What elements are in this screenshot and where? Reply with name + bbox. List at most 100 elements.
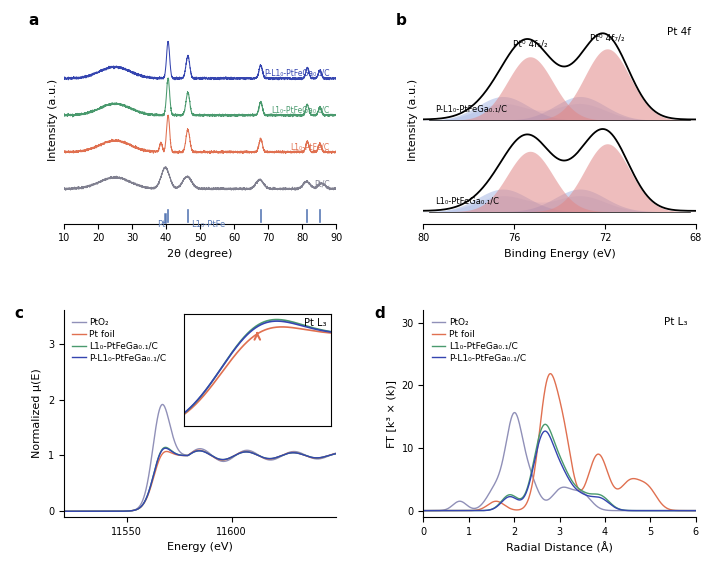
PtO₂ <box>158 401 167 408</box>
Pt foil <box>419 507 427 514</box>
L1₀-PtFeGa₀.₁/C <box>543 422 552 429</box>
P-L1₀-PtFeGa₀.₁/C <box>601 497 610 504</box>
Legend: PtO₂, Pt foil, L1₀-PtFeGa₀.₁/C, P-L1₀-PtFeGa₀.₁/C: PtO₂, Pt foil, L1₀-PtFeGa₀.₁/C, P-L1₀-Pt… <box>68 315 170 366</box>
Pt foil <box>195 447 203 454</box>
Text: Pt⁰ 4f₇/₂: Pt⁰ 4f₇/₂ <box>590 34 625 43</box>
Line: P-L1₀-PtFeGa₀.₁/C: P-L1₀-PtFeGa₀.₁/C <box>64 448 337 511</box>
P-L1₀-PtFeGa₀.₁/C <box>419 507 427 514</box>
PtO₂ <box>203 448 212 455</box>
PtO₂ <box>692 507 700 514</box>
L1₀-PtFeGa₀.₁/C <box>601 495 610 502</box>
Line: P-L1₀-PtFeGa₀.₁/C: P-L1₀-PtFeGa₀.₁/C <box>423 431 696 511</box>
Pt foil <box>106 508 114 515</box>
P-L1₀-PtFeGa₀.₁/C <box>209 453 217 460</box>
Pt foil <box>625 477 633 483</box>
L1₀-PtFeGa₀.₁/C <box>419 507 427 514</box>
Line: Pt foil: Pt foil <box>423 374 696 511</box>
PtO₂ <box>332 450 341 457</box>
L1₀-PtFeGa₀.₁/C <box>96 508 104 515</box>
P-L1₀-PtFeGa₀.₁/C <box>543 429 552 436</box>
Text: c: c <box>15 306 24 321</box>
Pt foil <box>332 450 341 457</box>
X-axis label: Binding Energy (eV): Binding Energy (eV) <box>503 249 616 259</box>
Text: Pt: Pt <box>157 220 165 229</box>
PtO₂ <box>625 507 633 514</box>
PtO₂ <box>106 508 114 515</box>
Text: P-L1₀-PtFeGa₀.₁/C: P-L1₀-PtFeGa₀.₁/C <box>264 69 329 78</box>
L1₀-PtFeGa₀.₁/C <box>178 452 187 459</box>
PtO₂ <box>96 508 104 515</box>
Text: Pt/C: Pt/C <box>314 179 329 189</box>
L1₀-PtFeGa₀.₁/C <box>209 453 217 460</box>
L1₀-PtFeGa₀.₁/C <box>332 450 341 457</box>
Y-axis label: Intensity (a.u.): Intensity (a.u.) <box>408 80 418 161</box>
L1₀-PtFeGa₀.₁/C <box>625 507 633 514</box>
Pt foil <box>542 378 551 385</box>
Text: a: a <box>28 13 39 28</box>
Text: Pt⁰ 4f₅/₂: Pt⁰ 4f₅/₂ <box>513 40 547 49</box>
Text: L1₀-PtFeGa₀.₁/C: L1₀-PtFeGa₀.₁/C <box>271 106 329 115</box>
Line: L1₀-PtFeGa₀.₁/C: L1₀-PtFeGa₀.₁/C <box>64 448 337 511</box>
P-L1₀-PtFeGa₀.₁/C <box>467 507 476 514</box>
Line: PtO₂: PtO₂ <box>64 404 337 511</box>
X-axis label: Radial Distance (Å): Radial Distance (Å) <box>506 542 613 554</box>
Pt foil <box>467 507 476 514</box>
L1₀-PtFeGa₀.₁/C <box>203 450 212 457</box>
Y-axis label: FT [k³ × (k)]: FT [k³ × (k)] <box>386 379 395 448</box>
PtO₂ <box>209 453 217 460</box>
L1₀-PtFeGa₀.₁/C <box>60 508 68 515</box>
L1₀-PtFeGa₀.₁/C <box>541 421 550 428</box>
Text: Pt 4f: Pt 4f <box>667 27 692 37</box>
Pt foil <box>601 463 610 470</box>
Text: L1₀-PtFe/C: L1₀-PtFe/C <box>290 143 329 152</box>
Pt foil <box>151 467 160 474</box>
Text: Pt L₃: Pt L₃ <box>664 316 687 327</box>
Text: L1₀-PtFeGa₀.₁/C: L1₀-PtFeGa₀.₁/C <box>435 197 499 205</box>
PtO₂ <box>580 490 589 497</box>
P-L1₀-PtFeGa₀.₁/C <box>541 428 550 435</box>
L1₀-PtFeGa₀.₁/C <box>106 508 114 515</box>
Pt foil <box>203 450 212 457</box>
Pt foil <box>178 452 186 459</box>
PtO₂ <box>151 425 160 432</box>
PtO₂ <box>467 504 476 511</box>
L1₀-PtFeGa₀.₁/C <box>467 507 476 514</box>
L1₀-PtFeGa₀.₁/C <box>151 463 160 470</box>
P-L1₀-PtFeGa₀.₁/C <box>60 508 68 515</box>
Pt foil <box>546 370 555 377</box>
P-L1₀-PtFeGa₀.₁/C <box>625 507 633 514</box>
L1₀-PtFeGa₀.₁/C <box>161 444 170 451</box>
Line: PtO₂: PtO₂ <box>423 412 696 511</box>
Text: b: b <box>396 13 407 28</box>
Pt foil <box>580 483 589 490</box>
Pt foil <box>209 453 217 460</box>
X-axis label: 2θ (degree): 2θ (degree) <box>168 249 233 259</box>
P-L1₀-PtFeGa₀.₁/C <box>151 463 160 470</box>
Text: L1₀-PtFe: L1₀-PtFe <box>192 220 226 229</box>
PtO₂ <box>60 508 68 515</box>
Pt foil <box>96 508 104 515</box>
Text: d: d <box>374 306 385 321</box>
X-axis label: Energy (eV): Energy (eV) <box>167 542 233 552</box>
P-L1₀-PtFeGa₀.₁/C <box>692 507 700 514</box>
PtO₂ <box>178 450 187 457</box>
Pt foil <box>60 508 68 515</box>
P-L1₀-PtFeGa₀.₁/C <box>489 506 498 512</box>
P-L1₀-PtFeGa₀.₁/C <box>161 445 170 452</box>
P-L1₀-PtFeGa₀.₁/C <box>106 508 114 515</box>
P-L1₀-PtFeGa₀.₁/C <box>332 450 341 457</box>
P-L1₀-PtFeGa₀.₁/C <box>96 508 104 515</box>
PtO₂ <box>510 409 518 416</box>
Line: Pt foil: Pt foil <box>64 450 337 511</box>
Legend: PtO₂, Pt foil, L1₀-PtFeGa₀.₁/C, P-L1₀-PtFeGa₀.₁/C: PtO₂, Pt foil, L1₀-PtFeGa₀.₁/C, P-L1₀-Pt… <box>428 315 530 366</box>
P-L1₀-PtFeGa₀.₁/C <box>203 450 212 457</box>
Pt foil <box>489 498 498 505</box>
Text: P-L1₀-PtFeGa₀.₁/C: P-L1₀-PtFeGa₀.₁/C <box>435 105 507 114</box>
P-L1₀-PtFeGa₀.₁/C <box>178 452 187 459</box>
Y-axis label: Normalized μ(E): Normalized μ(E) <box>33 369 43 458</box>
L1₀-PtFeGa₀.₁/C <box>580 488 589 495</box>
L1₀-PtFeGa₀.₁/C <box>489 505 498 512</box>
L1₀-PtFeGa₀.₁/C <box>692 507 700 514</box>
Y-axis label: Intensity (a.u.): Intensity (a.u.) <box>48 80 58 161</box>
PtO₂ <box>601 507 610 513</box>
